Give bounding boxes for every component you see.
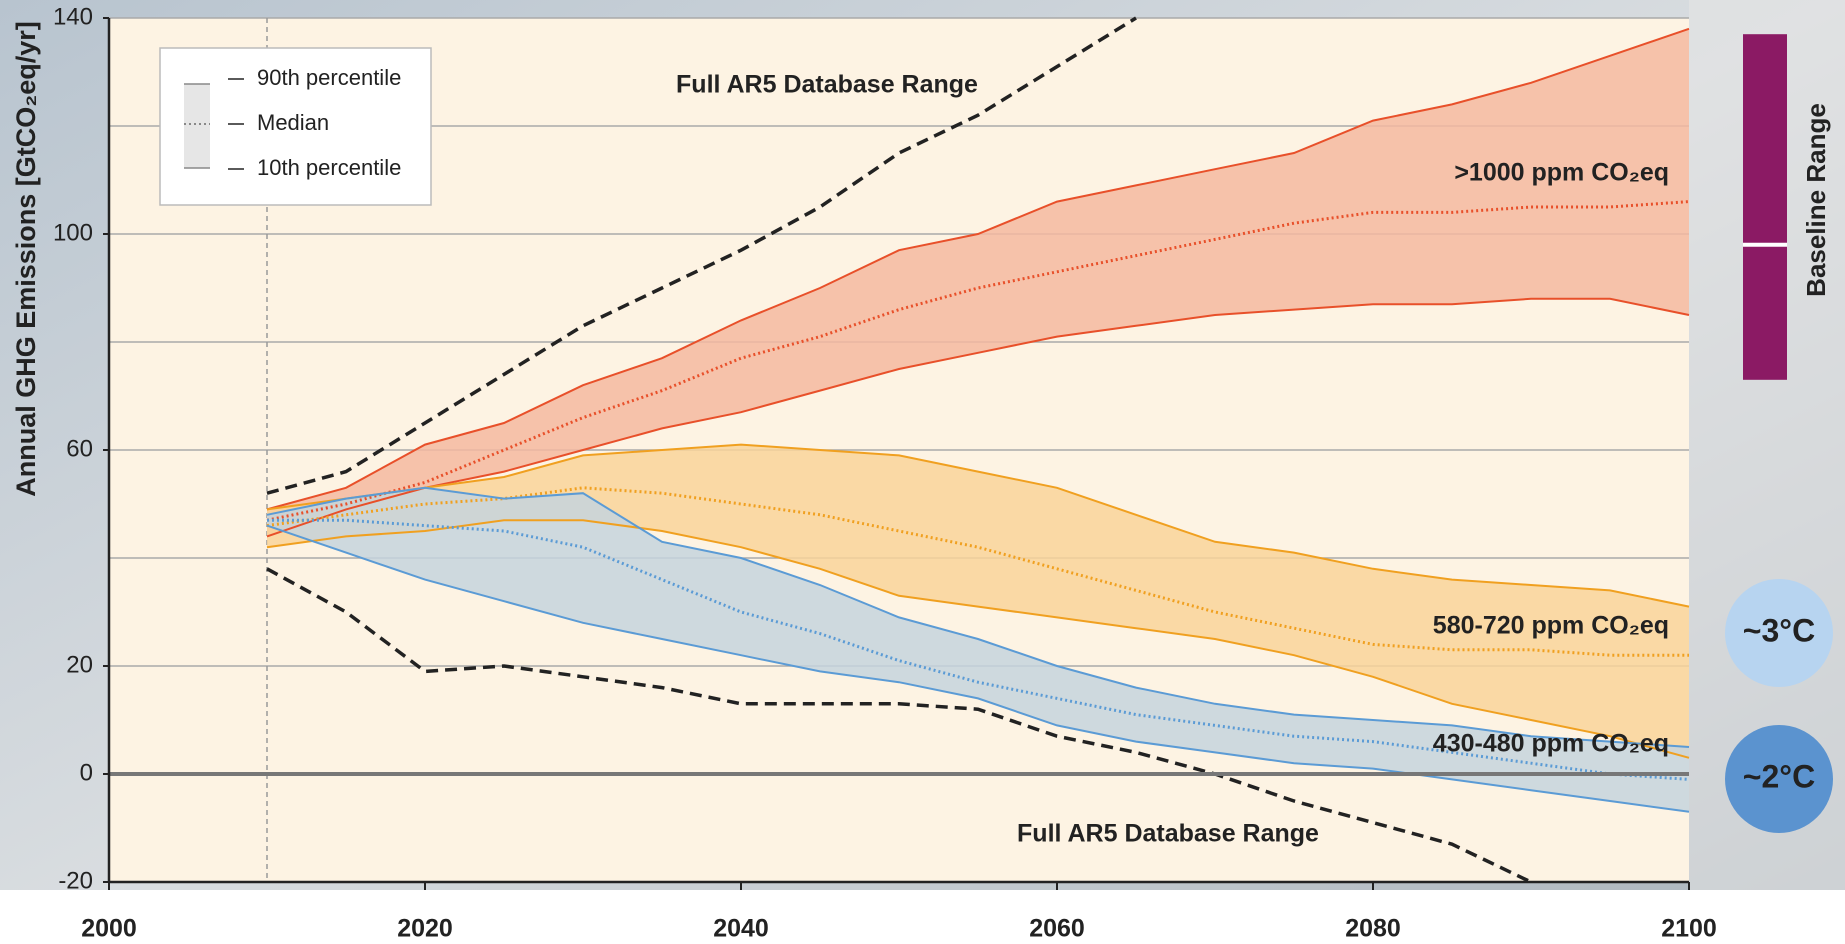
legend-label: 10th percentile xyxy=(257,155,401,180)
temperature-badge xyxy=(1725,579,1833,687)
lower-line xyxy=(266,524,1690,813)
legend-label: Median xyxy=(257,110,329,135)
band xyxy=(267,487,1689,812)
lower-line xyxy=(266,297,1690,538)
x-tick-label: 2040 xyxy=(713,915,769,943)
series-label: >1000 ppm CO₂eq xyxy=(1454,159,1669,187)
annotation: Full AR5 Database Range xyxy=(1017,820,1319,848)
y-axis-label: Annual GHG Emissions [GtCO₂eq/yr] xyxy=(11,21,41,497)
x-tick-label: 2080 xyxy=(1345,915,1401,943)
x-axis-strip xyxy=(0,890,1845,944)
x-tick-label: 2060 xyxy=(1029,915,1085,943)
temperature-label: ~2°C xyxy=(1743,758,1815,794)
y-tick-label: 60 xyxy=(66,435,93,462)
series-label: 580-720 ppm CO₂eq xyxy=(1433,612,1669,640)
y-tick-label: 140 xyxy=(53,3,93,30)
x-tick-label: 2020 xyxy=(397,915,453,943)
median-line xyxy=(266,200,1690,522)
database-range-line xyxy=(266,567,1532,884)
legend-label: 90th percentile xyxy=(257,65,401,90)
y-tick-label: 100 xyxy=(53,219,93,246)
y-tick-label: 0 xyxy=(80,759,93,786)
temperature-badge xyxy=(1725,725,1833,833)
x-tick-label: 2000 xyxy=(81,915,137,943)
legend-swatch xyxy=(184,84,210,168)
lower-line xyxy=(266,519,1690,759)
annotation: Full AR5 Database Range xyxy=(676,71,978,99)
median-line xyxy=(267,518,1690,781)
baseline-bar xyxy=(1743,34,1787,380)
upper-line xyxy=(266,486,1690,748)
upper-line xyxy=(266,443,1690,608)
baseline-label: Baseline Range xyxy=(1801,103,1831,297)
upper-line xyxy=(266,27,1690,511)
y-tick-label: 20 xyxy=(66,651,93,678)
band xyxy=(267,28,1689,537)
temperature-label: ~3°C xyxy=(1743,612,1815,648)
series-label: 430-480 ppm CO₂eq xyxy=(1433,730,1669,758)
database-range-line xyxy=(266,16,1137,495)
x-tick-label: 2100 xyxy=(1661,915,1717,943)
y-tick-label: -20 xyxy=(58,867,93,894)
